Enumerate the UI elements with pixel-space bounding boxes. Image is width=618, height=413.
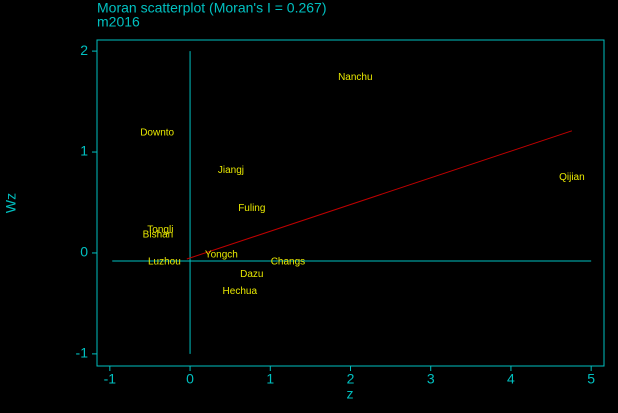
- x-tick-label: -1: [104, 371, 117, 387]
- x-tick-label: 0: [186, 371, 194, 387]
- point-label: Fuling: [238, 203, 265, 214]
- point-label: Yongch: [205, 250, 238, 261]
- point-label: Luzhou: [148, 257, 181, 268]
- point-label: Dazu: [240, 269, 263, 280]
- x-tick-label: 2: [347, 371, 355, 387]
- point-label: Bishan: [143, 229, 174, 240]
- plot-frame: [96, 39, 605, 367]
- point-label: Nanchu: [338, 72, 372, 83]
- point-label: Hechua: [223, 286, 258, 297]
- x-tick-label: 5: [587, 371, 595, 387]
- point-label: Downto: [140, 127, 174, 138]
- point-label: Qijian: [559, 172, 585, 183]
- y-tick-label: 0: [80, 244, 88, 260]
- point-label: Tongli: [147, 224, 173, 235]
- y-tick-label: -1: [76, 345, 89, 361]
- fit-line: [186, 130, 573, 260]
- point-label: Jiangj: [218, 165, 244, 176]
- chart-subtitle: m2016: [97, 14, 140, 30]
- x-tick-label: 1: [266, 371, 274, 387]
- y-tick-label: 2: [80, 42, 88, 58]
- y-axis-label: Wz: [3, 193, 19, 213]
- x-tick-label: 4: [507, 371, 515, 387]
- point-label: Changs: [271, 257, 305, 268]
- x-tick-label: 3: [427, 371, 435, 387]
- x-axis-label: z: [347, 386, 354, 402]
- y-tick-label: 1: [80, 143, 88, 159]
- chart-title: Moran scatterplot (Moran's I = 0.267): [97, 0, 327, 16]
